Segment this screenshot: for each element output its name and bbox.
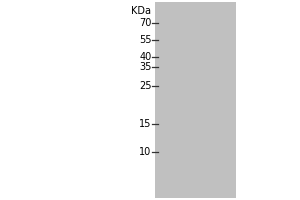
Text: 70: 70	[139, 18, 152, 28]
Bar	[154, 85, 236, 93]
Text: 40: 40	[139, 52, 152, 62]
Bar	[154, 83, 236, 95]
Text: 25: 25	[139, 81, 152, 91]
Text: 15: 15	[139, 119, 152, 129]
Text: 35: 35	[139, 62, 152, 72]
Text: 55: 55	[139, 35, 152, 45]
Text: KDa: KDa	[131, 6, 152, 16]
Bar	[154, 85, 236, 93]
Text: 10: 10	[139, 147, 152, 157]
